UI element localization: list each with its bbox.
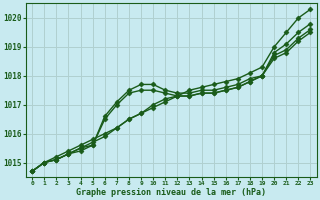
X-axis label: Graphe pression niveau de la mer (hPa): Graphe pression niveau de la mer (hPa): [76, 188, 266, 197]
